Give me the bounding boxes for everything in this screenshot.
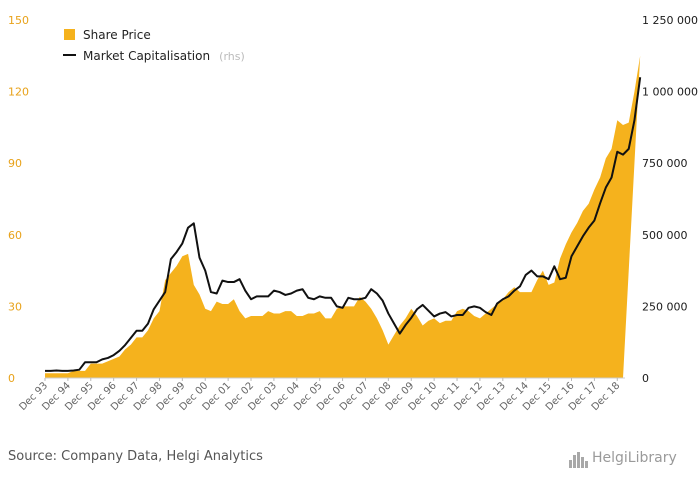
y-left-tick-label: 150 xyxy=(8,14,29,27)
share-price-area xyxy=(45,55,641,379)
legend: Share Price Market Capitalisation (rhs) xyxy=(63,28,245,64)
y-left-tick-label: 60 xyxy=(8,229,22,242)
legend-label-share-price: Share Price xyxy=(83,28,151,42)
y-left-tick-label: 30 xyxy=(8,300,22,313)
legend-swatch-share-price xyxy=(64,29,75,40)
legend-label-rhs: (rhs) xyxy=(219,50,245,63)
y-right-tick-label: 500 000 xyxy=(642,229,688,242)
source-note: Source: Company Data, Helgi Analytics xyxy=(8,449,263,464)
y-right-tick-label: 1 000 000 xyxy=(642,86,698,99)
legend-label-market-cap: Market Capitalisation xyxy=(83,49,210,63)
market-cap-line-layer xyxy=(45,77,642,372)
helgi-library-logo: HelgiLibrary xyxy=(568,450,693,471)
market-cap-line xyxy=(45,77,642,372)
y-right-tick-label: 1 250 000 xyxy=(642,14,698,27)
right-axis-ticks: 0 250 000 500 000 750 000 1 000 000 1 250 000 xyxy=(642,14,698,385)
share-price-area-layer xyxy=(45,55,641,379)
logo-skyline-icon xyxy=(569,452,588,468)
y-right-tick-label: 750 000 xyxy=(642,157,688,170)
y-left-tick-label: 0 xyxy=(8,372,15,385)
left-axis-ticks: 0 30 60 90 120 150 xyxy=(8,14,29,385)
y-right-tick-label: 0 xyxy=(642,372,649,385)
y-right-tick-label: 250 000 xyxy=(642,300,688,313)
logo-wordmark: HelgiLibrary xyxy=(592,450,677,466)
y-left-tick-label: 90 xyxy=(8,157,22,170)
y-left-tick-label: 120 xyxy=(8,86,29,99)
legend-entry-market-cap: Market Capitalisation (rhs) xyxy=(83,45,245,64)
